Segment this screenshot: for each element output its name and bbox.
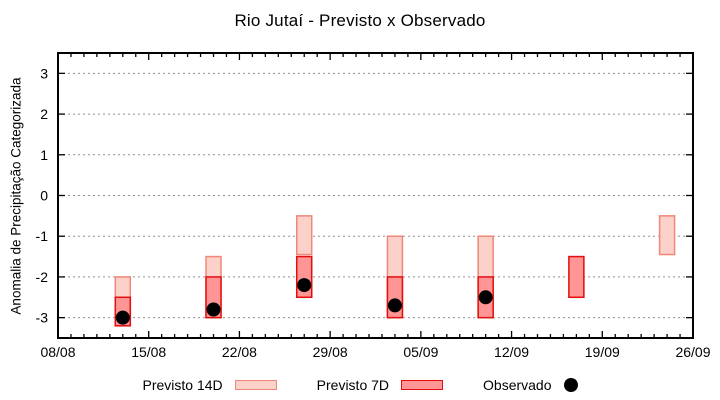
y-tick-label: -1 [36,228,49,244]
x-tick-label: 26/09 [675,344,710,360]
x-tick-label: 29/08 [313,344,348,360]
y-tick-label: 3 [40,65,48,81]
observado-point [297,278,312,293]
observado-dot-icon [563,378,578,392]
legend-item-previsto-14d: Previsto 14D [143,377,277,393]
legend-label-previsto-7d: Previsto 7D [316,377,390,393]
legend-label-observado: Observado [483,377,552,393]
legend-item-previsto-7d: Previsto 7D [316,377,444,393]
previsto-7d-swatch-icon [401,380,444,390]
legend-item-observado: Observado [483,377,578,393]
observado-point [387,298,402,313]
legend-label-previsto-14d: Previsto 14D [142,377,223,393]
chart-title: Rio Jutaí - Previsto x Observado [234,11,486,30]
previsto-14d-bar [295,215,313,256]
x-tick-label: 05/09 [403,344,438,360]
observado-point [206,302,221,317]
x-tick-label: 22/08 [222,344,257,360]
legend: Previsto 14D Previsto 7D Observado [0,377,720,393]
previsto-14d-bar [658,215,676,256]
previsto-7d-bar [568,255,585,299]
x-tick-label: 15/08 [131,344,166,360]
x-tick-label: 19/09 [585,344,620,360]
previsto-14d-swatch-icon [234,380,277,390]
x-tick-label: 08/08 [40,344,75,360]
y-tick-label: 0 [40,188,48,204]
y-tick-label: -2 [36,269,49,285]
y-tick-label: 2 [40,106,48,122]
y-tick-label: 1 [40,147,48,163]
y-tick-label: -3 [36,310,49,326]
observado-point [115,310,130,325]
x-tick-label: 12/09 [494,344,529,360]
observado-point [478,290,493,305]
